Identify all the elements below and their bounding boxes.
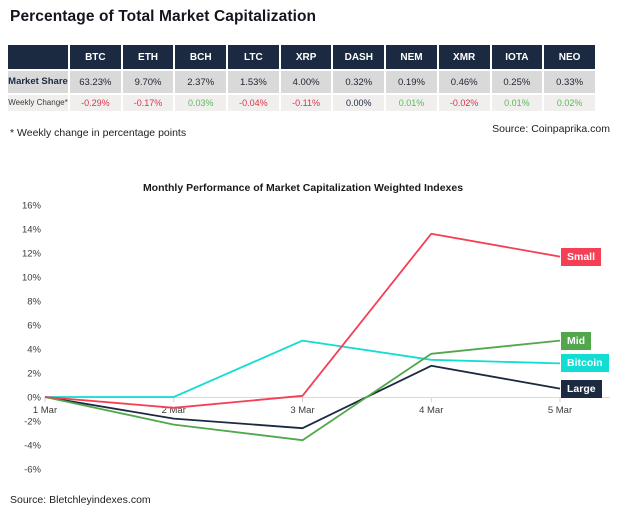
y-axis-label: 16% bbox=[22, 201, 42, 212]
y-axis-label: 6% bbox=[27, 321, 41, 332]
y-axis-label: 0% bbox=[27, 393, 41, 404]
weekly-change-value: -0.17% bbox=[122, 95, 174, 111]
market-share-value: 0.19% bbox=[386, 71, 437, 93]
x-axis-label: 5 Mar bbox=[548, 405, 572, 416]
line-small bbox=[44, 232, 561, 409]
coin-header-xmr: XMR bbox=[438, 45, 490, 69]
weekly-change-value: 0.01% bbox=[491, 95, 543, 111]
coin-header-ltc: LTC bbox=[228, 45, 279, 69]
legend-badge-small: Small bbox=[561, 247, 602, 266]
coin-header-bch: BCH bbox=[175, 45, 227, 69]
line-bitcoin bbox=[45, 339, 561, 398]
market-share-value: 0.46% bbox=[438, 71, 490, 93]
weekly-change-value: -0.02% bbox=[438, 95, 490, 111]
y-axis-label: 12% bbox=[22, 249, 42, 260]
page-title: Percentage of Total Market Capitalizatio… bbox=[10, 8, 317, 25]
coin-header-iota: IOTA bbox=[491, 45, 543, 69]
weekly-change-value: 0.00% bbox=[333, 95, 385, 111]
table-footnote: * Weekly change in percentage points bbox=[10, 127, 187, 139]
weekly-change-value: -0.04% bbox=[228, 95, 279, 111]
market-share-value: 63.23% bbox=[70, 71, 121, 93]
y-axis-label: 14% bbox=[22, 225, 42, 236]
market-share-value: 0.33% bbox=[544, 71, 595, 93]
x-axis-label: 2 Mar bbox=[162, 405, 186, 416]
performance-chart: Monthly Performance of Market Capitaliza… bbox=[22, 182, 610, 476]
y-axis-label: -2% bbox=[24, 417, 41, 428]
y-axis-label: -6% bbox=[24, 465, 41, 476]
x-axis-label: 3 Mar bbox=[290, 405, 314, 416]
y-axis-label: 8% bbox=[27, 297, 41, 308]
table-row: Market Share 63.23% 9.70% 2.37% 1.53% 4.00% 0.… bbox=[8, 71, 595, 93]
coin-header-nem: NEM bbox=[386, 45, 437, 69]
market-share-value: 9.70% bbox=[122, 71, 174, 93]
chart-source: Source: Bletchleyindexes.com bbox=[10, 494, 151, 506]
market-share-value: 4.00% bbox=[280, 71, 332, 93]
chart-area: Monthly Performance of Market Capitaliza… bbox=[0, 170, 618, 482]
coin-header-btc: BTC bbox=[70, 45, 121, 69]
y-axis-label: 10% bbox=[22, 273, 42, 284]
market-cap-table: BTC ETH BCH LTC XRP DASH NEM XMR IOTA NEO Market S… bbox=[6, 43, 597, 113]
legend-badge-mid: Mid bbox=[561, 331, 592, 350]
legend-badge-large: Large bbox=[561, 379, 602, 398]
weekly-change-value: -0.29% bbox=[70, 95, 121, 111]
coin-header-xrp: XRP bbox=[280, 45, 332, 69]
line-mid bbox=[44, 339, 561, 442]
table-source: Source: Coinpaprika.com bbox=[492, 123, 610, 135]
market-share-value: 2.37% bbox=[175, 71, 227, 93]
y-axis-label: 4% bbox=[27, 345, 41, 356]
coin-header-neo: NEO bbox=[544, 45, 595, 69]
x-axis-label: 4 Mar bbox=[419, 405, 443, 416]
coin-header-eth: ETH bbox=[122, 45, 174, 69]
row-label: Market Share bbox=[8, 71, 68, 93]
table-corner-cell bbox=[8, 45, 68, 69]
chart-title: Monthly Performance of Market Capitaliza… bbox=[143, 182, 463, 194]
weekly-change-value: -0.11% bbox=[280, 95, 332, 111]
y-axis-label: -4% bbox=[24, 441, 41, 452]
market-share-value: 0.25% bbox=[491, 71, 543, 93]
table-row: Weekly Change* -0.29% -0.17% 0.03% -0.04% -0.… bbox=[8, 95, 595, 111]
market-share-value: 0.32% bbox=[333, 71, 385, 93]
weekly-change-value: 0.02% bbox=[544, 95, 595, 111]
line-large bbox=[44, 364, 561, 430]
coin-header-dash: DASH bbox=[333, 45, 385, 69]
x-axis-label: 1 Mar bbox=[33, 405, 57, 416]
y-axis-label: 2% bbox=[27, 369, 41, 380]
market-share-value: 1.53% bbox=[228, 71, 279, 93]
row-label: Weekly Change* bbox=[8, 95, 68, 111]
weekly-change-value: 0.03% bbox=[175, 95, 227, 111]
legend-badge-bitcoin: Bitcoin bbox=[561, 354, 609, 373]
weekly-change-value: 0.01% bbox=[386, 95, 437, 111]
